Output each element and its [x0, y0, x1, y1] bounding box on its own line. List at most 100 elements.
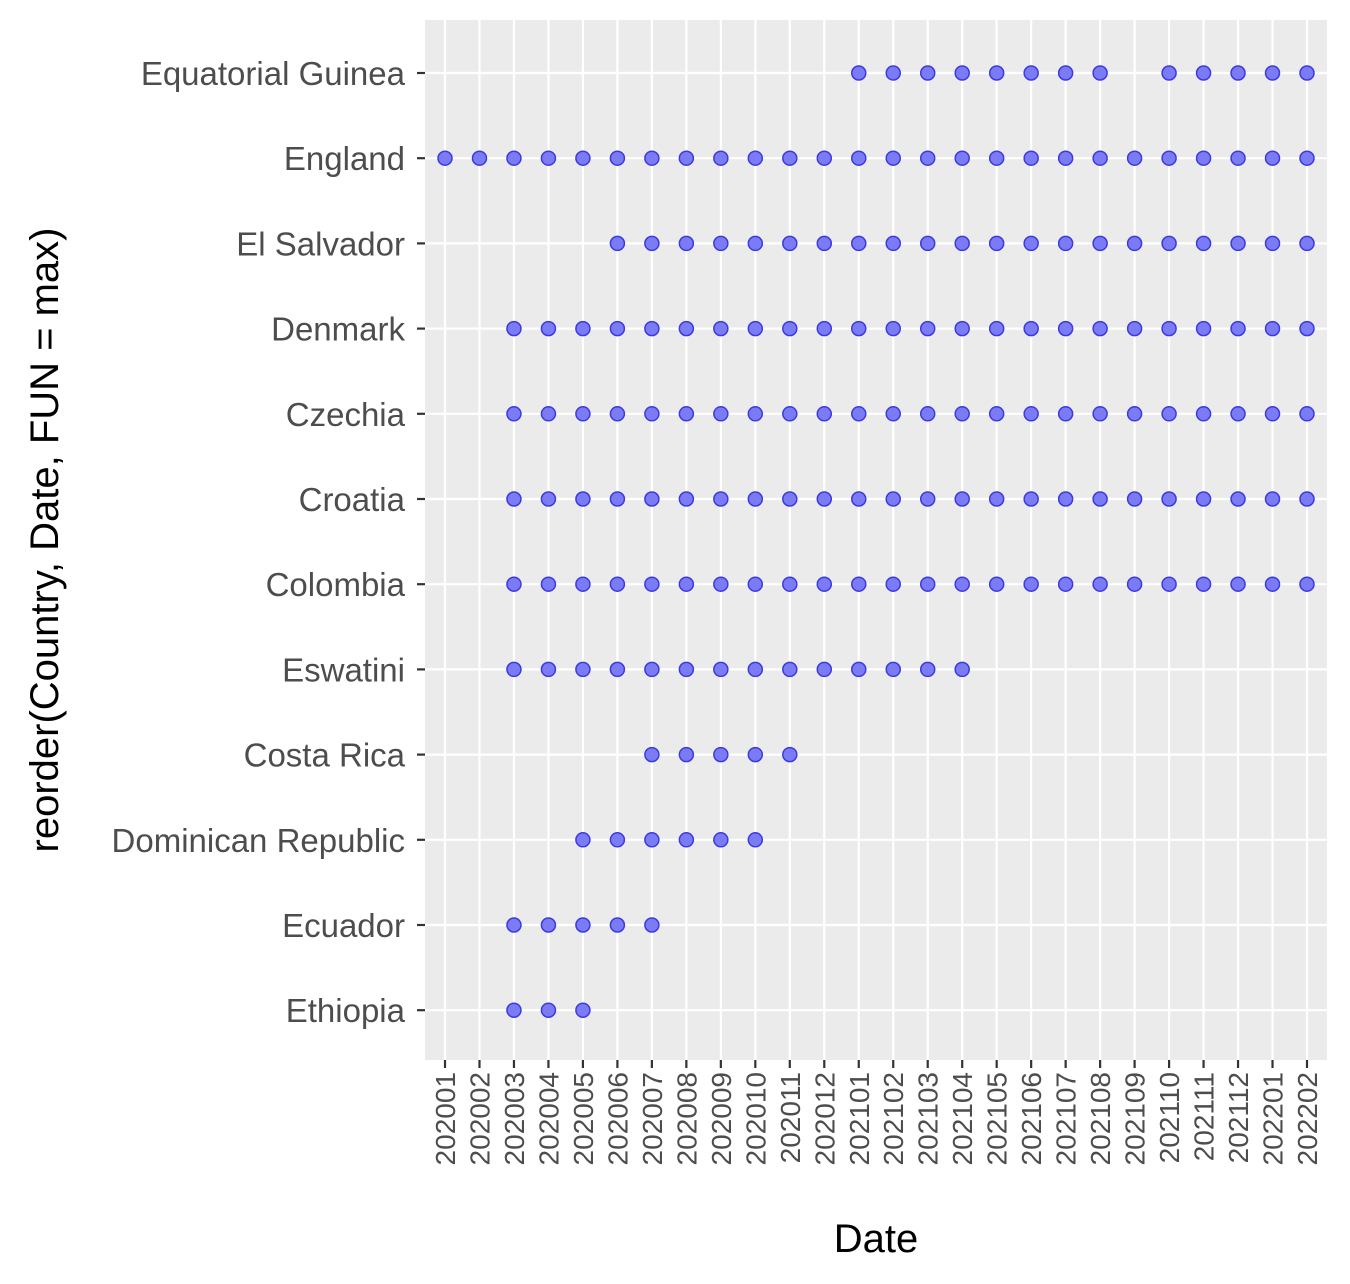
data-point [575, 320, 591, 337]
x-axis: 202001 202002 202003 202004 202005 202006 2020… [430, 1060, 1323, 1165]
x-tick-label: 202108 [1085, 1072, 1116, 1165]
data-point [678, 406, 695, 422]
data-point [506, 320, 522, 337]
data-point [644, 746, 660, 763]
data-point [782, 406, 798, 422]
x-tick-label: 202007 [637, 1072, 668, 1165]
data-point [747, 576, 764, 592]
data-point [816, 320, 833, 337]
x-tick-label: 202110 [1154, 1072, 1185, 1163]
data-point [1161, 491, 1177, 507]
data-point [678, 320, 695, 337]
data-point [851, 661, 867, 678]
data-point [782, 235, 798, 252]
data-point [919, 491, 936, 507]
x-tick-label: 202102 [878, 1072, 909, 1165]
data-point [1195, 320, 1212, 337]
x-tick-label: 202107 [1051, 1072, 1082, 1165]
data-point [1299, 235, 1315, 252]
data-point [1057, 406, 1074, 422]
data-point [678, 235, 695, 252]
data-point [713, 661, 729, 678]
data-point [988, 320, 1005, 337]
data-point [575, 917, 591, 933]
data-point [816, 150, 833, 166]
x-tick-label: 202010 [740, 1072, 771, 1165]
x-tick-label: 202201 [1258, 1072, 1289, 1165]
data-point [1161, 576, 1177, 592]
data-point [1092, 150, 1108, 166]
data-point [609, 832, 626, 848]
data-point [713, 406, 729, 422]
x-tick-label: 202105 [982, 1072, 1013, 1165]
data-point [747, 320, 764, 337]
data-point [506, 917, 522, 933]
x-tick-label: 202202 [1292, 1072, 1323, 1165]
data-point [506, 406, 522, 422]
data-point [1195, 491, 1212, 507]
data-point [1092, 320, 1108, 337]
y-tick-label: Czechia [286, 396, 406, 433]
data-point [609, 406, 626, 422]
data-point [575, 491, 591, 507]
x-tick-label: 202111 [1189, 1072, 1220, 1161]
data-point [713, 235, 729, 252]
data-point [1230, 491, 1246, 507]
data-point [1161, 65, 1177, 81]
data-point [919, 661, 936, 678]
data-point [919, 576, 936, 592]
y-tick-label: Eswatini [282, 651, 405, 688]
y-axis-title: reorder(Country, Date, FUN = max) [23, 228, 67, 853]
data-point [1230, 235, 1246, 252]
data-point [988, 65, 1005, 81]
data-point [851, 150, 867, 166]
data-point [644, 661, 660, 678]
data-point [1230, 65, 1246, 81]
data-point [1126, 235, 1143, 252]
data-point [609, 320, 626, 337]
x-axis-title: Date [834, 1217, 919, 1261]
data-point [575, 576, 591, 592]
data-point [1161, 150, 1177, 166]
y-tick-label: Ethiopia [286, 992, 406, 1029]
data-point [954, 576, 970, 592]
data-point [782, 491, 798, 507]
data-point [1264, 235, 1281, 252]
data-point [1264, 576, 1281, 592]
data-point [609, 917, 626, 933]
data-point [713, 320, 729, 337]
data-point [1264, 320, 1281, 337]
data-point [678, 832, 695, 848]
data-point [885, 150, 901, 166]
x-tick-label: 202103 [913, 1072, 944, 1165]
data-point [747, 491, 764, 507]
data-point [954, 491, 970, 507]
data-point [506, 150, 522, 166]
data-point [644, 576, 660, 592]
data-point [1299, 491, 1315, 507]
y-tick-label: Ecuador [282, 907, 405, 944]
data-point [644, 491, 660, 507]
data-point [816, 491, 833, 507]
data-point [851, 235, 867, 252]
data-point [747, 746, 764, 763]
data-point [1057, 491, 1074, 507]
data-point [1092, 65, 1108, 81]
data-point [713, 150, 729, 166]
data-point [678, 491, 695, 507]
data-point [1230, 576, 1246, 592]
data-point [1299, 150, 1315, 166]
data-point [1126, 491, 1143, 507]
data-point [575, 1002, 591, 1018]
data-point [851, 491, 867, 507]
data-point [609, 491, 626, 507]
y-tick-label: Colombia [266, 566, 406, 603]
data-point [885, 65, 901, 81]
data-point [1195, 235, 1212, 252]
data-point [747, 235, 764, 252]
y-tick-label: Denmark [271, 311, 405, 348]
data-point [1092, 491, 1108, 507]
data-point [851, 320, 867, 337]
data-point [540, 576, 557, 592]
data-point [1126, 320, 1143, 337]
